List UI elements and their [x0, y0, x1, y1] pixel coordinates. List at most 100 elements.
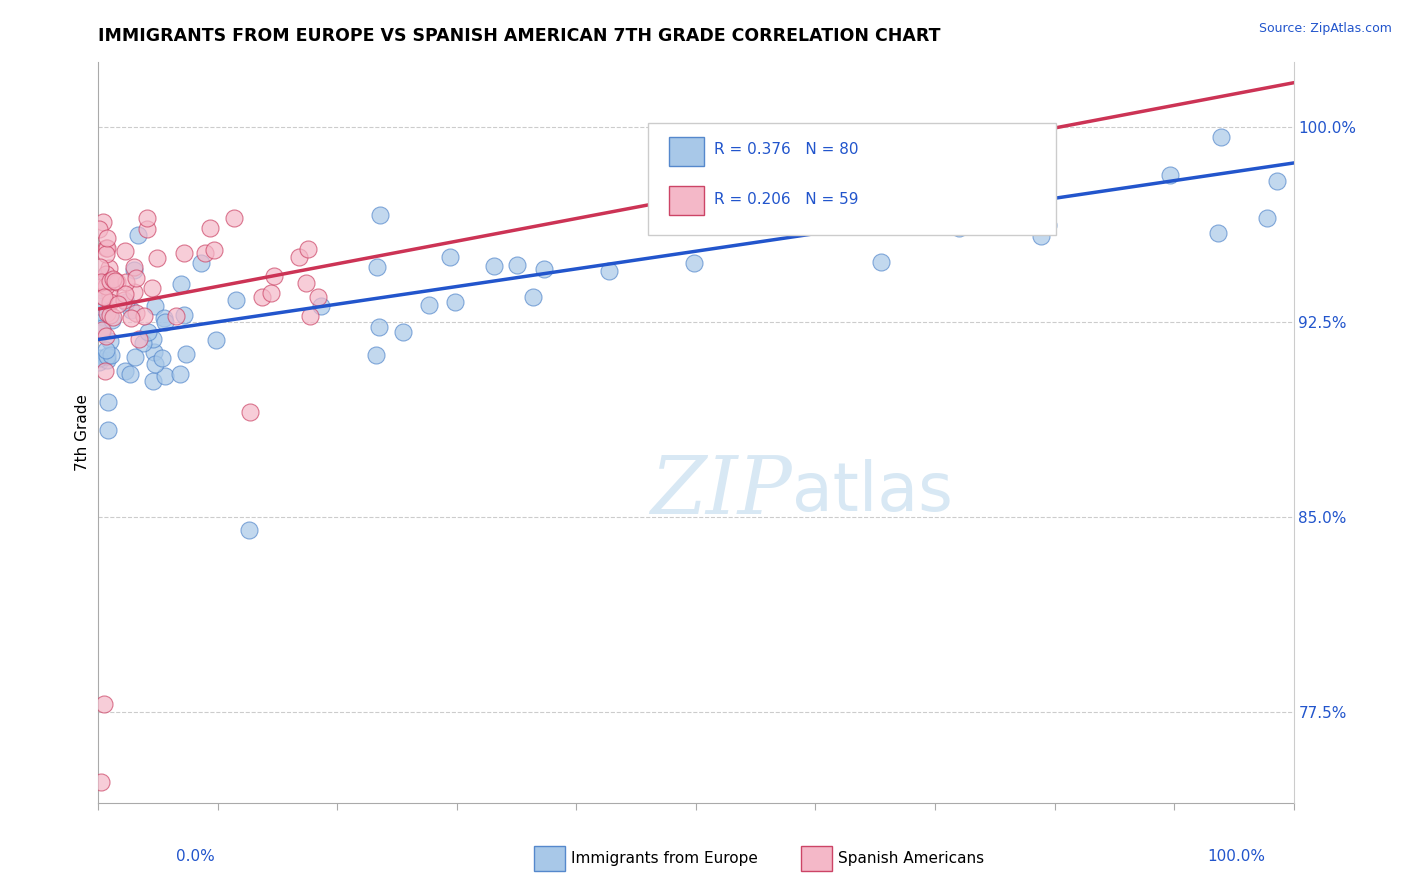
- Y-axis label: 7th Grade: 7th Grade: [75, 394, 90, 471]
- Point: [717, 188, 740, 202]
- Point: [127, 228, 149, 243]
- Point: [1206, 226, 1229, 240]
- Point: [94, 247, 117, 261]
- Point: [93, 290, 115, 304]
- Point: [91, 310, 114, 324]
- Point: [297, 242, 319, 256]
- Point: [1159, 168, 1181, 182]
- Point: [176, 347, 198, 361]
- Point: [969, 202, 991, 217]
- Point: [100, 348, 122, 362]
- Point: [391, 325, 413, 339]
- Point: [98, 260, 121, 275]
- Point: [89, 355, 111, 369]
- Point: [91, 215, 114, 229]
- Point: [1209, 129, 1232, 144]
- Text: IMMIGRANTS FROM EUROPE VS SPANISH AMERICAN 7TH GRADE CORRELATION CHART: IMMIGRANTS FROM EUROPE VS SPANISH AMERIC…: [98, 27, 941, 45]
- Point: [150, 351, 173, 365]
- Point: [96, 343, 118, 358]
- Text: R = 0.376   N = 80: R = 0.376 N = 80: [714, 143, 859, 158]
- Point: [1031, 229, 1053, 244]
- Point: [952, 215, 974, 229]
- Point: [202, 244, 225, 258]
- Point: [1265, 174, 1288, 188]
- Point: [173, 245, 195, 260]
- Point: [114, 364, 136, 378]
- Point: [98, 294, 121, 309]
- Point: [792, 166, 814, 180]
- Point: [96, 352, 118, 367]
- Point: [948, 220, 970, 235]
- Point: [89, 299, 111, 313]
- Point: [93, 278, 115, 293]
- Point: [418, 298, 440, 312]
- Point: [93, 697, 115, 711]
- Point: [252, 290, 274, 304]
- Point: [96, 231, 118, 245]
- Point: [142, 332, 165, 346]
- Point: [165, 310, 187, 324]
- Point: [146, 252, 169, 266]
- Point: [1025, 145, 1047, 159]
- Point: [868, 179, 890, 194]
- Point: [141, 281, 163, 295]
- Point: [94, 241, 117, 255]
- Point: [115, 275, 138, 289]
- Point: [522, 290, 544, 304]
- Text: atlas: atlas: [792, 458, 952, 524]
- Point: [870, 254, 893, 268]
- Point: [98, 288, 121, 302]
- Point: [142, 375, 165, 389]
- Point: [122, 285, 145, 299]
- Point: [101, 272, 124, 286]
- Point: [104, 274, 127, 288]
- Point: [96, 349, 118, 363]
- Point: [114, 287, 136, 301]
- Point: [959, 193, 981, 207]
- Point: [98, 334, 121, 348]
- Point: [190, 255, 212, 269]
- Point: [96, 306, 118, 320]
- Point: [295, 277, 318, 291]
- Text: ZIP: ZIP: [650, 453, 792, 531]
- Point: [89, 222, 111, 236]
- Point: [366, 260, 388, 274]
- Point: [713, 209, 735, 223]
- Point: [484, 260, 506, 274]
- Point: [90, 289, 112, 303]
- Point: [120, 303, 142, 318]
- Point: [506, 258, 529, 272]
- Point: [93, 270, 115, 285]
- Point: [125, 306, 148, 320]
- Point: [260, 286, 283, 301]
- Point: [101, 310, 124, 325]
- Point: [89, 351, 111, 365]
- Point: [90, 325, 112, 339]
- Point: [298, 309, 321, 323]
- Point: [443, 295, 465, 310]
- Point: [93, 269, 115, 284]
- Point: [288, 250, 311, 264]
- Point: [917, 178, 939, 193]
- Point: [153, 315, 176, 329]
- Point: [96, 242, 118, 256]
- Point: [90, 275, 112, 289]
- Point: [173, 308, 195, 322]
- Point: [118, 367, 141, 381]
- Point: [132, 309, 155, 323]
- Text: 100.0%: 100.0%: [1208, 849, 1265, 863]
- Point: [1036, 219, 1059, 233]
- Point: [120, 311, 142, 326]
- Text: 0.0%: 0.0%: [176, 849, 215, 863]
- Point: [263, 268, 285, 283]
- Text: Immigrants from Europe: Immigrants from Europe: [571, 851, 758, 865]
- Point: [89, 280, 111, 294]
- Point: [96, 267, 118, 281]
- Point: [225, 293, 247, 307]
- Point: [439, 250, 461, 264]
- Point: [93, 364, 115, 378]
- Point: [97, 394, 120, 409]
- Point: [710, 213, 733, 227]
- Text: R = 0.206   N = 59: R = 0.206 N = 59: [714, 192, 859, 207]
- Point: [93, 306, 115, 320]
